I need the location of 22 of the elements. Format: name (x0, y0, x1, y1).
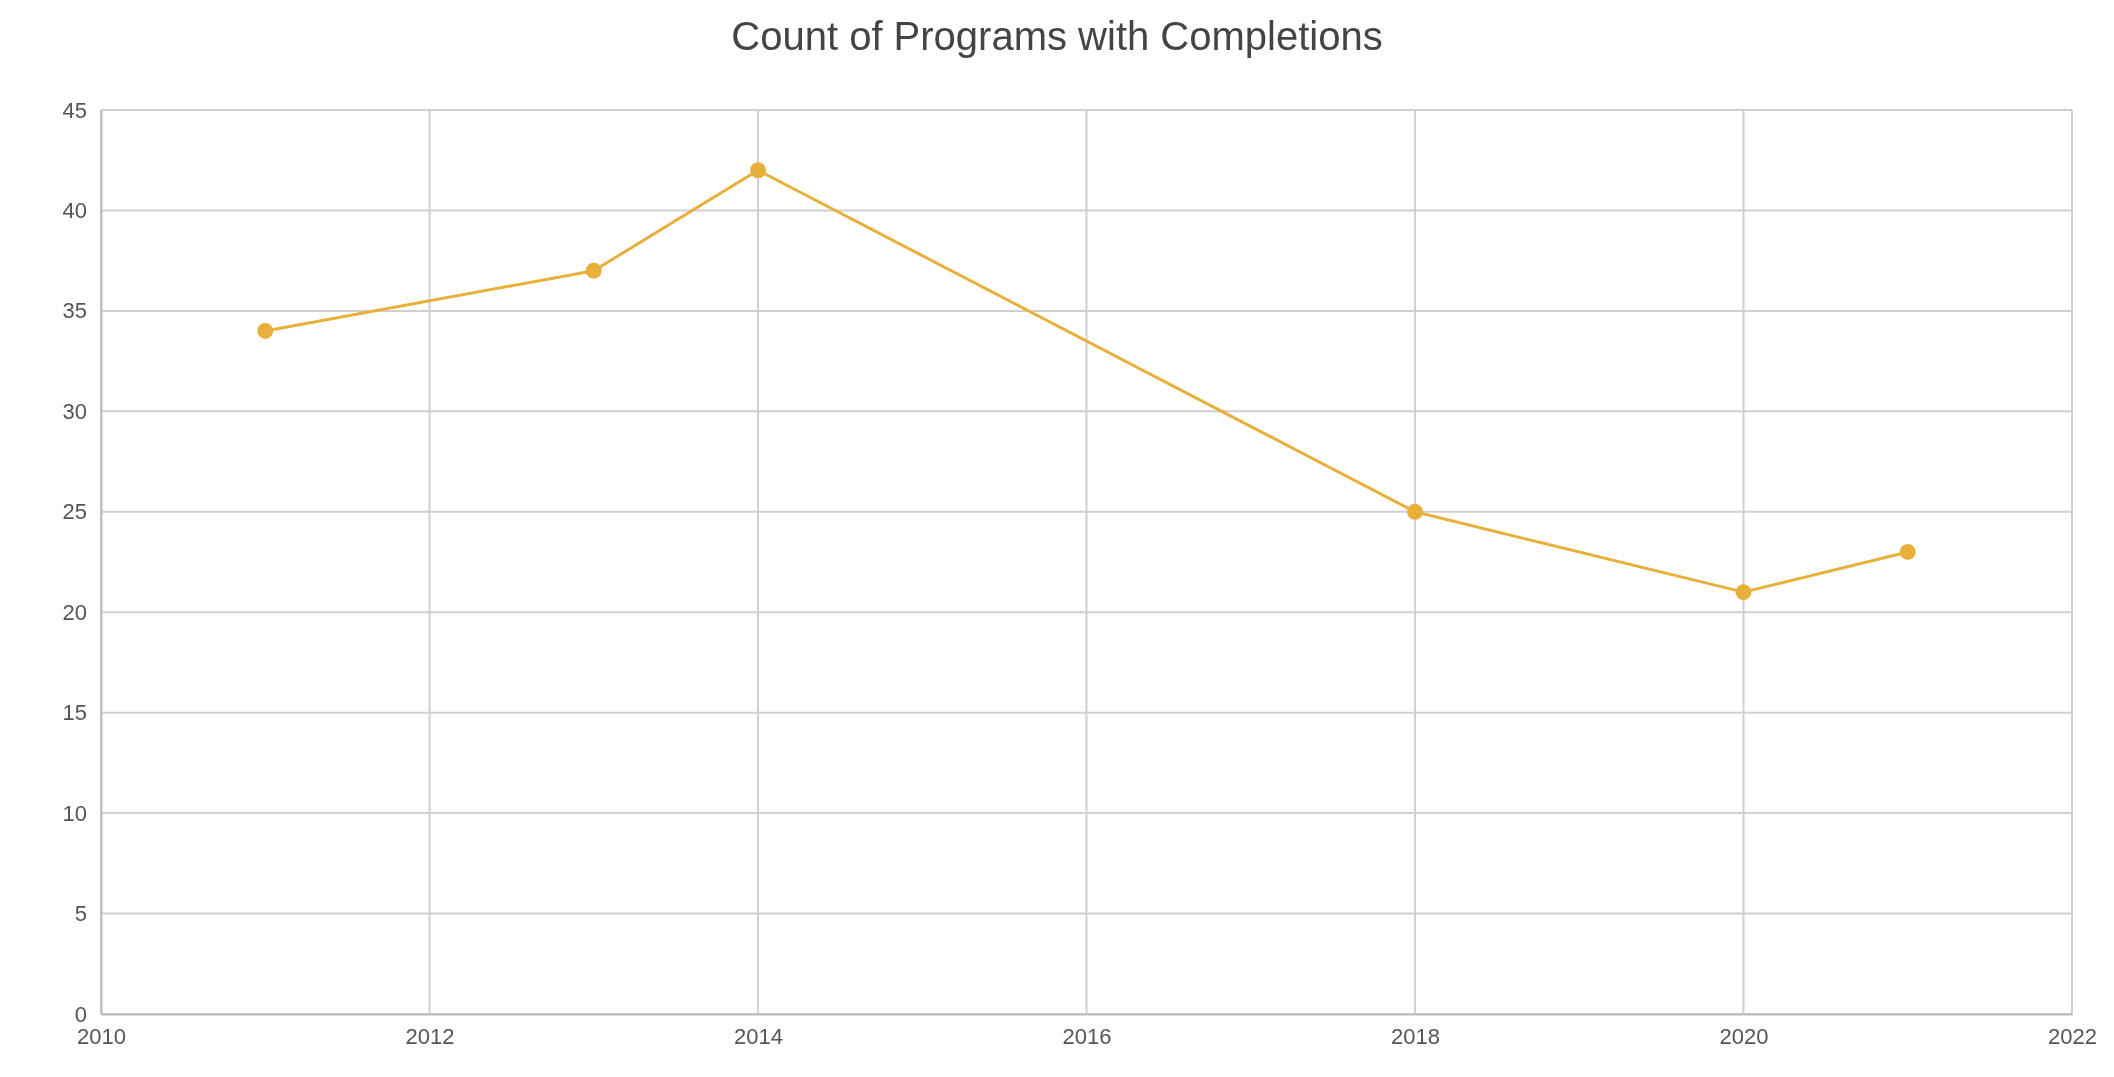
x-tick-label: 2014 (734, 1023, 783, 1049)
y-tick-label: 15 (62, 700, 87, 726)
y-tick-label: 45 (62, 97, 87, 123)
y-tick-label: 5 (74, 901, 87, 927)
point (257, 323, 274, 339)
x-tick-label: 2020 (1719, 1023, 1769, 1049)
point (1735, 584, 1752, 601)
chart-title: Count of Programs with Completions (731, 14, 1383, 58)
point (585, 262, 602, 279)
y-tick-label: 20 (62, 599, 87, 625)
y-tick-label: 30 (62, 398, 87, 424)
x-tick-label: 2018 (1391, 1023, 1440, 1049)
y-tick-label: 40 (62, 197, 87, 223)
y-tick-label: 10 (62, 800, 87, 826)
point (1899, 543, 1916, 560)
x-tick-label: 2012 (405, 1023, 455, 1049)
y-tick-label: 35 (62, 298, 87, 324)
x-tick-label: 2022 (2048, 1023, 2097, 1049)
point (750, 162, 766, 179)
y-tick-label: 25 (62, 499, 87, 525)
point (1407, 503, 1423, 520)
x-tick-label: 2016 (1062, 1023, 1112, 1049)
